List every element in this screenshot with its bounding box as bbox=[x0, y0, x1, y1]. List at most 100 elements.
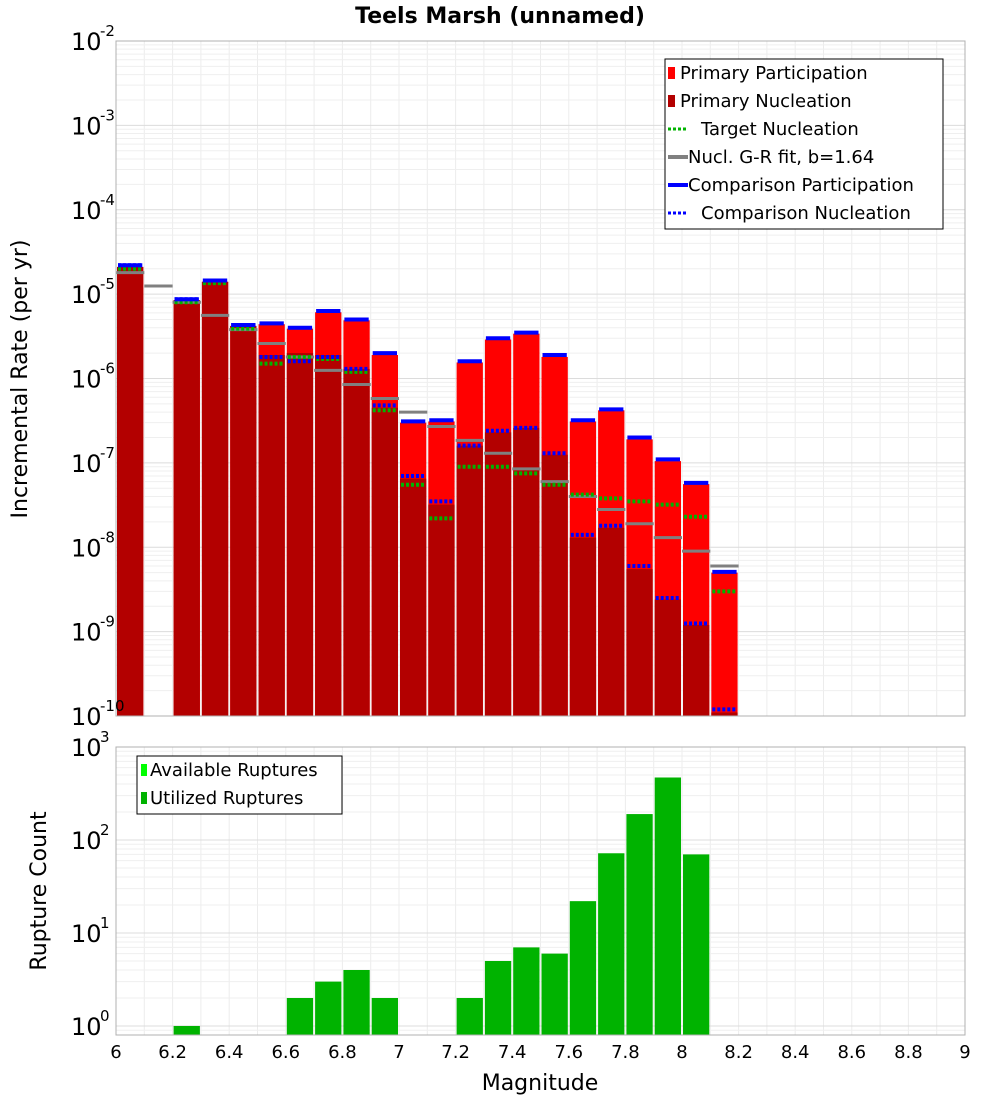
y-tick-exponent: -2 bbox=[100, 22, 115, 40]
nucleation-bar bbox=[201, 281, 229, 716]
y-tick-exponent: 3 bbox=[100, 728, 110, 746]
participation-bar bbox=[711, 572, 738, 716]
count-plot-bars bbox=[173, 777, 710, 1035]
y-tick-exponent: 1 bbox=[100, 914, 110, 932]
x-tick-label: 7.4 bbox=[498, 1042, 527, 1063]
nucleation-bar bbox=[541, 454, 568, 716]
nucleation-bar bbox=[230, 325, 257, 716]
utilized-ruptures-bar bbox=[315, 981, 342, 1035]
y-tick-label: 10 bbox=[71, 197, 102, 225]
nucleation-bar bbox=[258, 354, 285, 716]
legend-swatch bbox=[668, 67, 675, 79]
count-y-axis-label: Rupture Count bbox=[27, 811, 52, 971]
nucleation-bar bbox=[173, 300, 200, 716]
y-tick-label: 10 bbox=[71, 827, 102, 855]
y-tick-label: 10 bbox=[71, 734, 102, 762]
utilized-ruptures-bar bbox=[286, 997, 314, 1035]
nucleation-bar bbox=[117, 266, 144, 716]
utilized-ruptures-bar bbox=[371, 997, 398, 1035]
x-tick-label: 8.6 bbox=[837, 1042, 866, 1063]
x-tick-label: 6.6 bbox=[271, 1042, 300, 1063]
x-tick-label: 6.2 bbox=[158, 1042, 187, 1063]
y-tick-exponent: 2 bbox=[100, 821, 110, 839]
x-tick-label: 8 bbox=[676, 1042, 687, 1063]
utilized-ruptures-bar bbox=[173, 1025, 200, 1035]
nucleation-bar bbox=[315, 354, 342, 716]
nucleation-bar bbox=[428, 504, 455, 716]
legend-label: Target Nucleation bbox=[700, 119, 859, 140]
x-tick-label: 7.2 bbox=[441, 1042, 470, 1063]
y-tick-label: 10 bbox=[71, 28, 102, 56]
y-tick-exponent: -3 bbox=[100, 106, 115, 124]
legend-label: Nucl. G-R fit, b=1.64 bbox=[688, 147, 874, 168]
legend-label: Comparison Nucleation bbox=[701, 203, 911, 224]
nucleation-bar bbox=[286, 353, 314, 716]
utilized-ruptures-bar bbox=[683, 854, 710, 1035]
y-tick-label: 10 bbox=[71, 450, 102, 478]
rate-y-axis-label: Incremental Rate (per yr) bbox=[8, 240, 33, 519]
rate-plot-bars bbox=[117, 266, 738, 716]
nucleation-bar bbox=[484, 432, 512, 716]
utilized-ruptures-bar bbox=[343, 969, 370, 1035]
x-tick-label: 6 bbox=[110, 1042, 121, 1063]
x-tick-label: 8.4 bbox=[781, 1042, 810, 1063]
x-tick-label: 7 bbox=[393, 1042, 404, 1063]
y-tick-label: 10 bbox=[71, 619, 102, 647]
y-tick-exponent: 0 bbox=[100, 1007, 110, 1025]
rate-legend: Primary Participation Primary Nucleation T… bbox=[664, 58, 944, 230]
nucleation-bar bbox=[569, 537, 597, 716]
utilized-ruptures-bar bbox=[598, 853, 625, 1035]
y-tick-exponent: -10 bbox=[100, 697, 125, 715]
y-tick-label: 10 bbox=[71, 920, 102, 948]
x-axis-ticks: 6 6.2 6.4 6.6 6.8 7 7.2 7.4 7.6 7.8 8 8.2 8.4 8.6 8.8 9 bbox=[110, 1042, 970, 1063]
nucleation-bar bbox=[626, 569, 653, 716]
nucleation-bar bbox=[343, 368, 370, 716]
utilized-ruptures-bar bbox=[626, 814, 653, 1035]
y-tick-exponent: -8 bbox=[100, 528, 115, 546]
legend-swatch bbox=[141, 792, 147, 804]
x-tick-label: 9 bbox=[959, 1042, 970, 1063]
utilized-ruptures-bar bbox=[513, 947, 540, 1035]
x-tick-label: 7.8 bbox=[611, 1042, 640, 1063]
legend-label: Primary Nucleation bbox=[680, 91, 852, 112]
legend-label: Comparison Participation bbox=[688, 175, 914, 196]
y-tick-label: 10 bbox=[71, 112, 102, 140]
x-tick-label: 8.2 bbox=[724, 1042, 753, 1063]
chart-title: Teels Marsh (unnamed) bbox=[355, 4, 645, 29]
legend-swatch bbox=[141, 764, 147, 776]
x-tick-label: 6.4 bbox=[215, 1042, 244, 1063]
legend-label: Utilized Ruptures bbox=[150, 788, 303, 809]
utilized-ruptures-bar bbox=[541, 953, 568, 1035]
nucleation-bar bbox=[683, 624, 710, 716]
nucleation-bar bbox=[598, 527, 625, 716]
count-legend: Available Ruptures Utilized Ruptures bbox=[136, 755, 343, 815]
y-tick-label: 10 bbox=[71, 281, 102, 309]
x-tick-label: 7.6 bbox=[554, 1042, 583, 1063]
legend-label: Primary Participation bbox=[680, 63, 868, 84]
y-tick-label: 10 bbox=[71, 534, 102, 562]
nucleation-bar bbox=[456, 445, 483, 716]
y-tick-exponent: -9 bbox=[100, 613, 115, 631]
legend-swatch bbox=[668, 95, 675, 107]
utilized-ruptures-bar bbox=[654, 777, 681, 1035]
nucleation-bar bbox=[371, 407, 398, 716]
nucleation-bar bbox=[513, 427, 540, 716]
y-tick-label: 10 bbox=[71, 703, 102, 731]
y-tick-exponent: -5 bbox=[100, 275, 115, 293]
x-tick-label: 8.8 bbox=[894, 1042, 923, 1063]
y-tick-label: 10 bbox=[71, 1013, 102, 1041]
utilized-ruptures-bar bbox=[484, 960, 512, 1035]
y-tick-exponent: -7 bbox=[100, 444, 115, 462]
y-tick-exponent: -4 bbox=[100, 191, 115, 209]
utilized-ruptures-bar bbox=[569, 901, 597, 1035]
utilized-ruptures-bar bbox=[456, 997, 483, 1035]
y-tick-exponent: -6 bbox=[100, 360, 115, 378]
legend-label: Available Ruptures bbox=[150, 760, 318, 781]
nucleation-bar bbox=[400, 478, 427, 716]
nucleation-bar bbox=[654, 599, 681, 716]
